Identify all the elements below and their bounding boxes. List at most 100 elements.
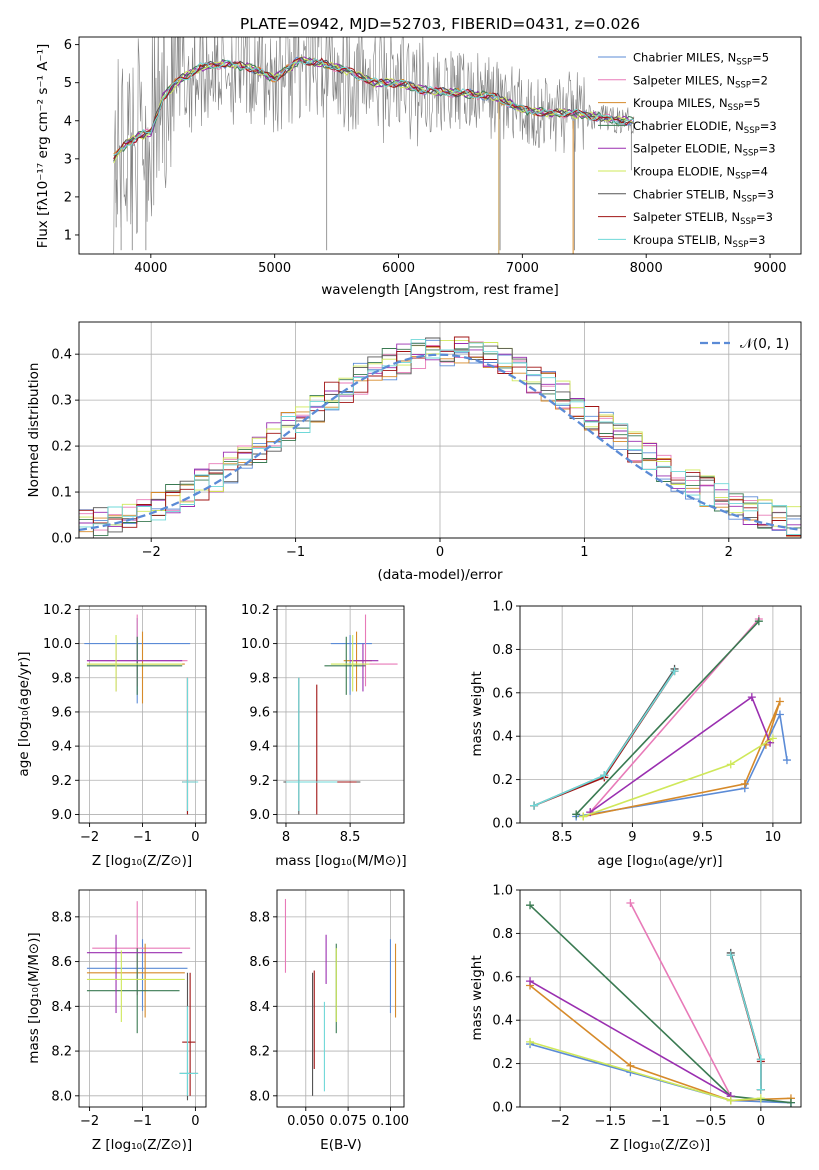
spectrum-legend-label: Salpeter STELIB, NSSP=3 <box>633 210 773 227</box>
mass-age-ytick-label: 9.6 <box>249 705 270 720</box>
z-weight-xtick-label: 0 <box>757 1114 765 1129</box>
spectrum-model-salpeter-stelib <box>113 57 635 160</box>
age-weight-ytick-label: 1.0 <box>492 600 513 615</box>
spectrum-xtick-label: 7000 <box>506 261 539 276</box>
z-weight-ytick-label: 0.4 <box>492 1014 513 1029</box>
spectrum-ytick-label: 4 <box>64 114 72 129</box>
residuals-xlabel: (data-model)/error <box>377 567 503 583</box>
z-weight-ytick-label: 0.2 <box>492 1057 513 1072</box>
spectrum-plot <box>113 37 635 254</box>
spectrum-ytick-label: 6 <box>64 38 72 53</box>
spectrum-legend-label: Salpeter MILES, NSSP=2 <box>633 73 768 90</box>
z-mass-xtick-label: 0 <box>191 1114 199 1129</box>
mass-age-ytick-label: 10.2 <box>241 603 270 618</box>
z-mass-ylabel: mass [log₁₀(M/M⊙)] <box>26 932 42 1063</box>
age-weight-marker <box>670 667 679 676</box>
mass-age-ytick-label: 10.0 <box>241 637 270 652</box>
spectrum-xtick-label: 9000 <box>753 261 786 276</box>
z-age-ytick-label: 9.0 <box>51 808 72 823</box>
mass-age-plot <box>283 614 398 815</box>
z-age-ytick-label: 9.2 <box>51 774 72 789</box>
ebv-mass-ytick-label: 8.4 <box>249 1000 270 1015</box>
age-weight-marker <box>579 812 588 821</box>
z-mass-ytick-label: 8.6 <box>51 955 72 970</box>
spectrum-ytick-label: 2 <box>64 190 72 205</box>
ebv-mass-xtick-label: 0.100 <box>372 1114 409 1129</box>
age-weight-ytick-label: 0.8 <box>492 643 513 658</box>
spectrum-axes: 4000 5000 6000 7000 8000 9000 1 2 3 4 5 6 <box>64 36 802 276</box>
z-weight-series-line <box>730 954 762 1090</box>
spectrum-data-line <box>113 37 635 254</box>
spectrum-legend-label: Salpeter ELODIE, NSSP=3 <box>633 142 776 159</box>
spectrum-legend-label: Chabrier ELODIE, NSSP=3 <box>633 119 777 136</box>
ebv-mass-ytick-label: 8.0 <box>249 1089 270 1104</box>
z-weight-xtick-label: −1.5 <box>595 1114 627 1129</box>
ebv-mass-ytick-label: 8.6 <box>249 955 270 970</box>
figure-title: PLATE=0942, MJD=52703, FIBERID=0431, z=0… <box>240 15 640 33</box>
spectrum-ylabel: Flux [fλ10⁻¹⁷ erg cm⁻² s⁻¹ A⁻¹] <box>35 44 51 249</box>
z-weight-marker <box>726 1096 735 1105</box>
z-age-plot <box>84 614 199 815</box>
z-weight-marker <box>526 977 535 986</box>
residuals-hist-kroupa-stelib <box>79 339 801 535</box>
z-weight-marker <box>756 1094 765 1103</box>
z-age-xtick-label: −1 <box>133 830 152 845</box>
z-weight-marker <box>526 901 535 910</box>
z-mass-plot <box>86 901 199 1101</box>
z-weight-axes: −2 −1.5 −1 −0.5 0 0.0 0.2 0.4 0.6 0.8 1.0 <box>492 884 802 1129</box>
age-weight-ytick-label: 0.6 <box>492 686 513 701</box>
age-weight-marker <box>754 617 763 626</box>
z-mass-ytick-label: 8.4 <box>51 1000 72 1015</box>
spectrum-model-chabrier-stelib <box>113 56 634 162</box>
mass-age-xtick-label: 8.5 <box>340 830 361 845</box>
age-weight-marker <box>747 693 756 702</box>
age-weight-xlabel: age [log₁₀(age/yr)] <box>597 853 722 869</box>
mass-age-ytick-label: 9.8 <box>249 671 270 686</box>
age-weight-xtick-label: 8.5 <box>552 830 573 845</box>
ebv-mass-ytick-label: 8.2 <box>249 1045 270 1060</box>
residuals-frame <box>78 321 802 539</box>
age-weight-axes: 8.5 9 9.5 10 0.0 0.2 0.4 0.6 0.8 1.0 <box>492 600 802 845</box>
z-mass-xlabel: Z [log₁₀(Z/Z⊙)] <box>92 1137 192 1153</box>
z-mass-xtick-label: −2 <box>80 1114 99 1129</box>
age-weight-plot <box>530 615 791 821</box>
age-weight-marker <box>600 771 609 780</box>
z-weight-xtick-label: −0.5 <box>695 1114 727 1129</box>
z-weight-ytick-label: 0.6 <box>492 970 513 985</box>
z-age-ytick-label: 10.0 <box>43 637 72 652</box>
residuals-xtick-label: 1 <box>580 545 588 560</box>
age-weight-marker <box>768 734 777 743</box>
age-weight-marker <box>572 810 581 819</box>
spectrum-xtick-label: 8000 <box>630 261 663 276</box>
ebv-mass-xlabel: E(B-V) <box>320 1137 362 1153</box>
z-mass-ytick-label: 8.8 <box>51 910 72 925</box>
z-weight-xtick-label: −2 <box>551 1114 570 1129</box>
z-weight-marker <box>526 1037 535 1046</box>
z-age-axes: −2 −1 0 9.0 9.2 9.4 9.6 9.8 10.0 10.2 <box>43 603 207 845</box>
spectrum-ytick-label: 5 <box>64 76 72 91</box>
z-age-ytick-label: 10.2 <box>43 603 72 618</box>
spectrum-xtick-label: 5000 <box>258 261 291 276</box>
residuals-ytick-label: 0.4 <box>51 348 72 363</box>
age-weight-series-line <box>576 711 788 818</box>
z-weight-ytick-label: 0.0 <box>492 1101 513 1116</box>
residuals-ytick-label: 0.1 <box>51 486 72 501</box>
spectrum-xlabel: wavelength [Angstrom, rest frame] <box>321 282 559 298</box>
residuals-xtick-label: 2 <box>725 545 733 560</box>
residuals-legend-label: 𝒩(0, 1) <box>740 336 789 352</box>
z-mass-frame <box>78 889 207 1108</box>
spectrum-legend-label: Kroupa ELODIE, NSSP=4 <box>633 165 768 182</box>
spectrum-frame <box>78 36 802 255</box>
z-age-frame <box>78 605 207 824</box>
age-weight-frame <box>519 605 802 824</box>
z-age-xlabel: Z [log₁₀(Z/Z⊙)] <box>92 853 192 869</box>
z-weight-marker <box>626 899 635 908</box>
age-weight-ytick-label: 0.2 <box>492 773 513 788</box>
residuals-ytick-label: 0.0 <box>51 532 72 547</box>
spectrum-ytick-label: 3 <box>64 152 72 167</box>
ebv-mass-xtick-label: 0.050 <box>287 1114 324 1129</box>
age-weight-xtick-label: 9 <box>628 830 636 845</box>
ebv-mass-axes: 0.050 0.075 0.100 8.0 8.2 8.4 8.6 8.8 <box>249 889 409 1129</box>
residuals-hist-salpeter-stelib <box>79 336 801 536</box>
